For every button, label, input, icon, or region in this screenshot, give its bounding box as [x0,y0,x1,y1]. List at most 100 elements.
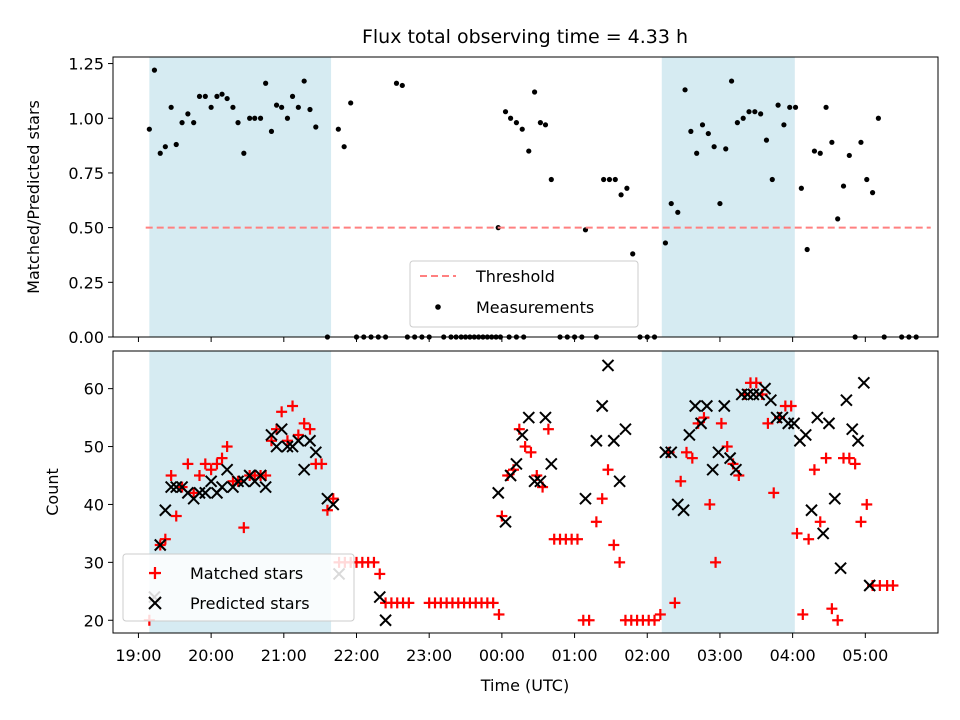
measurement-point [840,183,847,189]
predicted-star-point [735,388,748,401]
predicted-star-point [613,475,626,488]
measurement-point [662,240,669,246]
measurement-point [798,185,804,191]
predicted-star-point [215,480,229,494]
predicted-star-point [270,440,283,453]
measurement-point [723,146,729,152]
measurement-point [224,95,230,102]
predicted-star-point [822,417,836,430]
predicted-star-point [741,388,754,401]
matched-star-point [211,458,223,470]
matched-star-point [165,469,177,481]
matched-star-point [292,429,304,441]
measurement-point [519,126,525,132]
measurement-point [781,122,787,128]
matched-star-point [170,510,182,522]
x-tick-label: 02:00 [624,646,670,665]
legend-predicted-label: Predicted stars [190,594,310,613]
predicted-star-point [164,480,178,494]
measurement-point [630,251,636,257]
measurement-point [393,80,400,86]
measurement-point [151,67,158,73]
top-measurement-points [146,67,919,340]
predicted-star-point [712,446,725,459]
matched-star-point [298,417,310,429]
predicted-star-point [782,417,795,430]
top-shaded-region [149,57,332,337]
predicted-star-point [607,434,621,447]
measurement-point [688,128,694,134]
matched-star-point [768,487,780,499]
measurement-point [241,150,247,156]
matched-star-point [221,441,233,453]
measurement-point [196,93,203,99]
matched-star-point [596,493,608,505]
predicted-star-point [254,469,267,482]
matched-star-point [590,516,602,528]
predicted-star-point [545,457,558,471]
predicted-star-point [595,399,609,413]
predicted-star-point [747,388,760,401]
predicted-star-point [492,486,505,500]
predicted-star-point [281,440,294,453]
x-tick-label: 22:00 [333,646,379,665]
top-y-tick-label: 0.25 [68,273,104,292]
measurement-point [775,102,781,108]
measurement-point [168,104,174,110]
predicted-star-point [231,475,245,488]
matched-star-point [808,464,820,476]
matched-star-point [843,452,855,464]
measurement-point [208,104,214,110]
predicted-star-point [816,527,830,540]
predicted-star-point [787,417,801,430]
matched-star-point [205,464,217,476]
predicted-star-point [539,411,552,424]
matched-star-point [287,400,299,412]
bottom-legend: Matched stars Predicted stars [122,553,355,622]
matched-star-point [820,452,832,464]
measurement-point [162,144,168,150]
measurement-point [214,93,220,99]
x-tick-label: 04:00 [770,646,816,665]
measurement-point [257,115,264,121]
predicted-star-point [758,382,772,395]
matched-star-point [260,469,272,481]
predicted-star-point [265,428,278,442]
measurement-point [146,126,152,132]
top-plot-frame [112,56,939,338]
measurement-point [348,100,354,106]
bottom-y-tick-label: 40 [84,495,104,514]
predicted-star-point [700,399,714,413]
measurement-point [864,176,870,183]
matched-star-point [368,556,380,568]
x-tick-label: 19:00 [115,646,161,665]
x-axis-label: Time (UTC) [480,676,569,695]
predicted-star-point [510,457,523,471]
measurement-point [875,115,881,121]
predicted-star-point [851,434,865,447]
measurement-point [769,176,775,183]
matched-star-point [374,568,386,580]
measurement-point [829,139,835,145]
bottom-plot-frame [112,350,939,634]
measurement-point [668,200,674,207]
matched-star-point [785,400,797,412]
predicted-star-point [683,428,696,442]
matched-star-point [681,446,693,458]
matched-star-point [675,475,687,487]
matched-star-point [571,533,583,545]
measurement-point [763,137,770,143]
matched-star-point [826,603,838,615]
measurement-point [307,106,313,113]
predicted-star-point [718,399,731,413]
measurement-point [230,104,236,110]
measurement-point [157,150,163,156]
bottom-legend-box [122,553,355,622]
predicted-star-point [723,451,737,465]
top-legend: Threshold Measurements [409,260,639,328]
matched-star-point [669,597,681,609]
matched-star-point [304,423,316,435]
measurement-point [746,109,752,115]
predicted-star-point [590,434,603,447]
measurement-point [542,122,549,128]
